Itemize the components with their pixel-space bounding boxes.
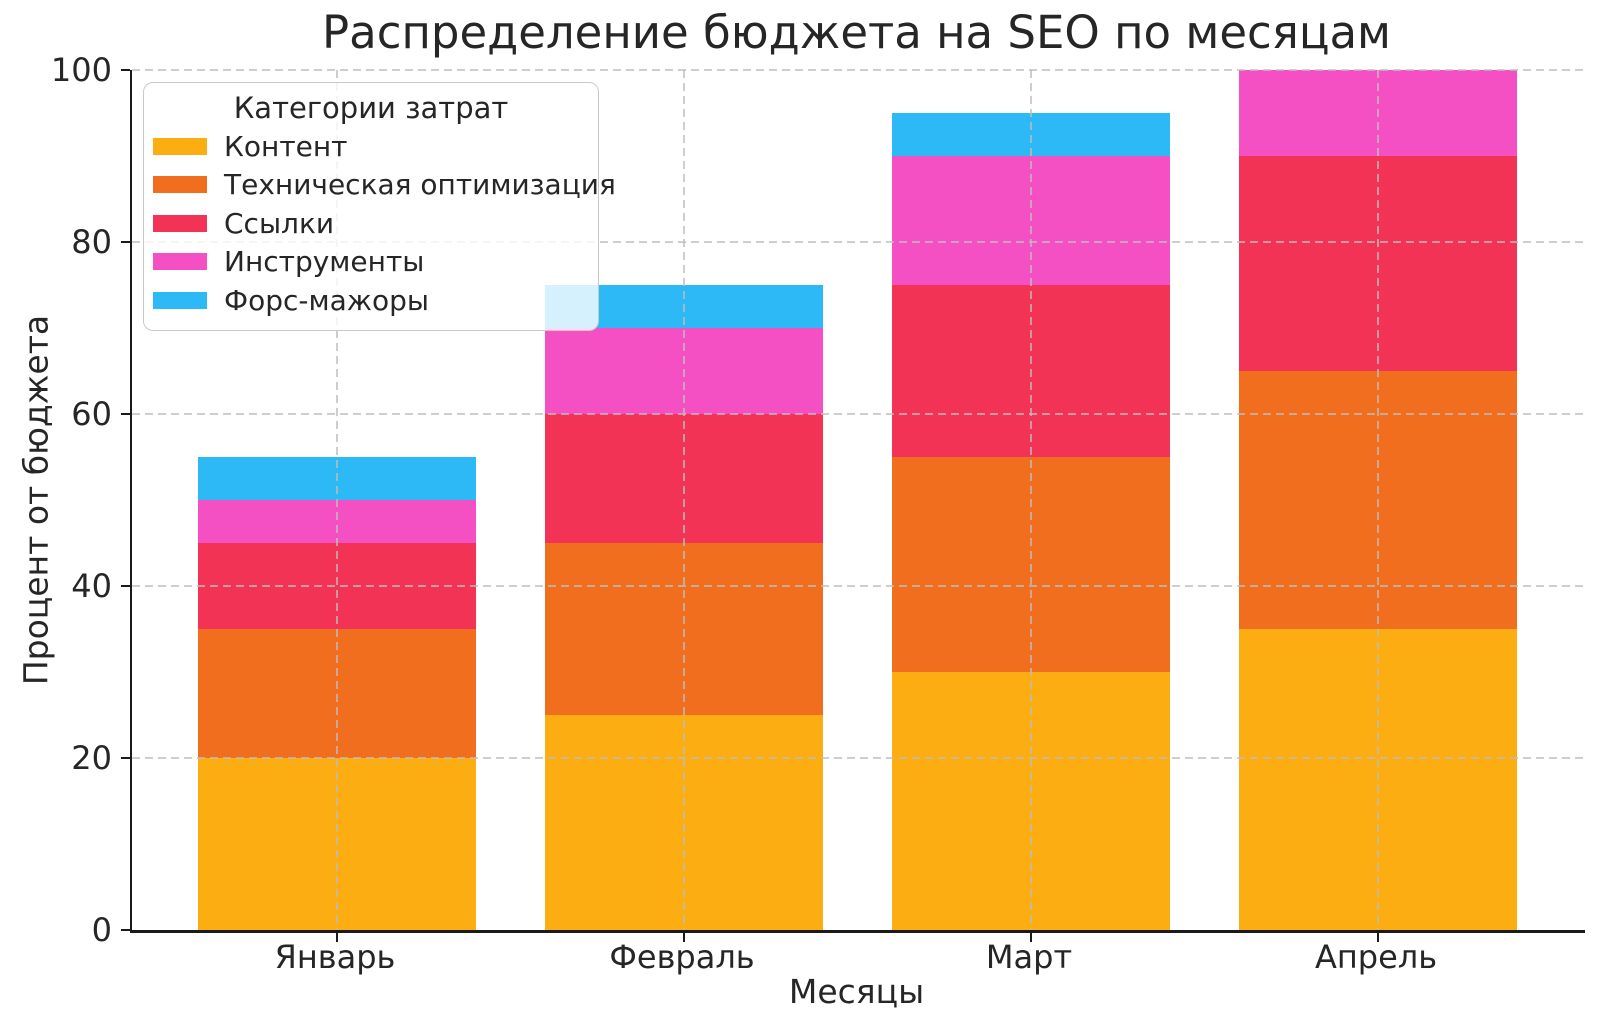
y-axis: 0 20 40 60 80 100 xyxy=(0,51,112,949)
bar-segment xyxy=(198,629,476,758)
bar-segment xyxy=(892,457,1170,672)
y-tick-label: 20 xyxy=(71,739,112,777)
y-tick-mark xyxy=(121,756,130,760)
x-tick-label: Апрель xyxy=(1314,938,1438,976)
bar-segment xyxy=(892,113,1170,156)
y-tick-mark xyxy=(121,412,130,416)
x-tick-label: Февраль xyxy=(609,938,755,976)
y-tick-label: 60 xyxy=(71,395,112,433)
legend-swatch xyxy=(153,176,207,194)
x-tick-mark xyxy=(682,933,686,942)
bar-segment xyxy=(1239,629,1517,930)
legend-item-label: Контент xyxy=(224,129,348,163)
legend: Категории затрат Контент Техническая опти… xyxy=(143,82,616,331)
y-tick-mark xyxy=(121,584,130,588)
bar-segment xyxy=(198,457,476,500)
y-tick-label: 0 xyxy=(91,911,112,949)
y-tick-label: 40 xyxy=(71,567,112,605)
bar-segment xyxy=(1239,371,1517,629)
legend-swatch xyxy=(153,253,207,271)
x-tick-mark xyxy=(1029,933,1033,942)
x-tick-mark xyxy=(1376,933,1380,942)
bar-segment xyxy=(545,414,823,543)
legend-swatch xyxy=(153,137,207,155)
bar-segment xyxy=(545,328,823,414)
legend-item: Контент xyxy=(144,127,598,166)
x-tick-label: Январь xyxy=(274,938,396,976)
legend-item-label: Ссылки xyxy=(224,206,335,240)
bar-segment xyxy=(198,543,476,629)
bar-segment xyxy=(545,543,823,715)
legend-item-label: Форс-мажоры xyxy=(224,283,430,317)
y-tick-mark xyxy=(121,928,130,932)
bar-segment xyxy=(198,500,476,543)
y-tick-mark xyxy=(121,240,130,244)
legend-item: Инструменты xyxy=(144,243,598,282)
bar-segment xyxy=(545,715,823,930)
legend-item: Ссылки xyxy=(144,204,598,243)
x-axis: Январь Февраль Март Апрель xyxy=(130,938,1583,980)
bar-segment xyxy=(1239,70,1517,156)
legend-item: Техническая оптимизация xyxy=(144,166,616,205)
x-axis-label: Месяцы xyxy=(788,972,925,1011)
legend-item: Форс-мажоры xyxy=(144,281,598,320)
y-tick-label: 100 xyxy=(50,51,112,89)
y-tick-label: 80 xyxy=(71,223,112,261)
bar-segment xyxy=(198,758,476,930)
chart-title: Распределение бюджета на SEO по месяцам xyxy=(322,6,1391,59)
bar-segment xyxy=(892,156,1170,285)
legend-items: Контент Техническая оптимизация Ссылки Инст… xyxy=(144,127,616,320)
bar-segment xyxy=(1239,156,1517,371)
x-tick-label: Март xyxy=(985,938,1073,976)
y-tick-mark xyxy=(121,68,130,72)
legend-swatch xyxy=(153,291,207,309)
bar-segment xyxy=(892,672,1170,930)
legend-item-label: Техническая оптимизация xyxy=(224,168,616,202)
bar-segment xyxy=(892,285,1170,457)
legend-swatch xyxy=(153,214,207,232)
x-tick-mark xyxy=(335,933,339,942)
legend-title: Категории затрат xyxy=(233,91,509,125)
legend-item-label: Инструменты xyxy=(224,245,425,279)
plot-area xyxy=(121,68,1585,942)
